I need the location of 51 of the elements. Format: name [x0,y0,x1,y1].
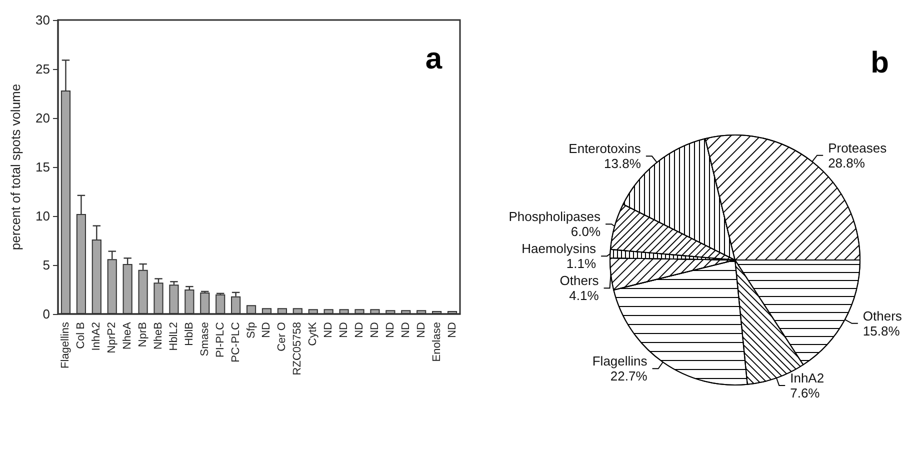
x-tick-label: InhA2 [90,322,103,351]
data-label: 15.8% [862,323,900,338]
data-label: 7.6% [790,385,820,400]
x-tick-label: PI-PLC [214,322,226,358]
slice-label: Haemolysins [522,241,597,256]
data-label: 4.1% [569,288,600,304]
x-tick-label: Sfp [245,322,258,339]
data-label: 13.8% [604,156,642,172]
x-tick-label: NheA [122,321,134,350]
y-tick-label: 5 [42,258,50,272]
x-tick-label: Smase [198,322,211,356]
x-tick-label: ND [260,322,273,338]
slice-label: Others [560,273,600,288]
x-tick-label: NprP2 [106,322,118,354]
y-tick-label: 25 [36,62,50,76]
data-label: 6.0% [570,224,601,240]
data-label: 28.8% [828,155,866,170]
x-tick-label: ND [400,322,412,338]
x-tick-label: Cer O [276,322,288,352]
text: b [870,46,890,80]
x-tick-label: HblB [183,322,196,346]
x-tick-label: Flagellins [60,322,72,368]
data-label: 22.7% [610,368,648,384]
x-tick-label: NprB [137,322,150,348]
y-tick-label: 15 [36,160,50,174]
x-tick-label: ND [354,322,366,338]
x-tick-label: Enolase [430,322,443,362]
x-tick-label: RZC05758 [292,322,304,376]
x-tick-label: Col B [75,322,88,349]
y-tick-label: 20 [36,110,50,126]
slice-label: Phospholipases [508,209,602,224]
x-tick-label: NheB [152,322,164,350]
y-tick-label: 30 [36,12,50,28]
x-tick-label: ND [384,322,396,338]
x-tick-label: PC-PLC [230,322,242,362]
slice-label: Others [862,308,902,324]
y-tick-label: 0 [42,306,50,322]
slice-label: Enterotoxins [568,141,642,156]
y-tick-label: 10 [36,208,50,224]
slice-label: InhA2 [790,370,824,386]
data-label: 1.1% [566,256,596,272]
x-tick-label: ND [415,322,428,338]
x-tick-label: ND [368,322,381,338]
annotation: a [425,42,442,76]
x-tick-label: HblL2 [168,322,180,351]
y-axis-title: percent of total spots volume [8,84,23,250]
x-tick-label: ND [338,322,350,338]
slice-label: Proteases [828,140,888,156]
x-tick-label: ND [322,322,335,338]
x-tick-label: ND [446,322,458,338]
x-tick-label: CytK [307,321,320,346]
